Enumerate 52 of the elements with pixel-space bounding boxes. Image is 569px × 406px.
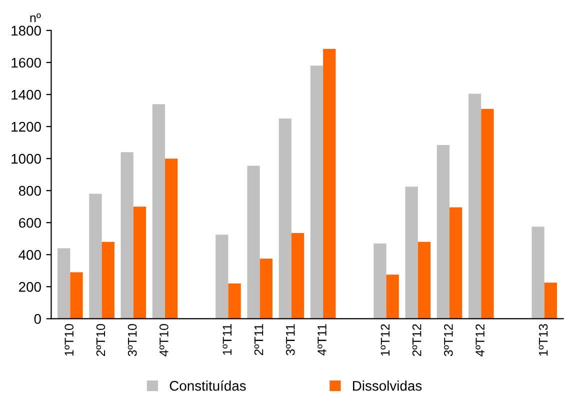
bar [450,207,462,319]
bar [89,194,102,319]
bar [481,108,494,319]
x-tick-label: 1ºT10 [64,324,74,356]
bar [436,144,450,319]
bar [165,158,178,319]
bar [405,186,418,319]
legend-label: Dissolvidas [353,380,422,391]
y-tick-label: 800 [18,186,41,196]
bar [532,226,544,319]
bar [260,258,272,319]
x-tick-label: 2ºT10 [96,324,106,356]
bar [386,274,399,319]
y-tick-label: 1400 [12,90,41,100]
x-tick-label: 2ºT12 [412,324,422,356]
y-tick-label: 1600 [12,58,41,68]
x-tick-label: 3ºT11 [286,324,295,356]
bar [468,94,482,319]
x-tick-label: 4ºT10 [160,324,168,356]
bar [247,166,260,319]
bar [58,248,70,319]
y-axis-title: nº [30,13,41,22]
legend-label: Constituídas [170,380,246,391]
bar [133,206,146,319]
x-tick-label: 3ºT10 [128,324,137,356]
bar [544,282,557,319]
x-tick-label: 1ºT12 [380,324,390,356]
y-tick-label: 600 [19,218,41,228]
y-tick-label: 0 [34,314,41,324]
bar [374,243,386,319]
bar [152,104,166,319]
bar [291,233,304,319]
y-tick-label: 1800 [12,26,41,36]
bar [70,272,83,319]
bar [228,283,241,319]
bar [120,152,134,319]
x-tick-label: 4ºT11 [318,324,326,356]
bar [418,242,431,319]
y-tick-label: 200 [19,282,41,292]
bar [310,66,324,319]
bar [216,234,228,319]
x-tick-label: 1ºT13 [538,324,548,356]
x-tick-label: 2ºT11 [254,324,264,356]
x-tick-label: 3ºT12 [444,324,453,356]
y-tick-label: 1200 [12,122,41,132]
bar [102,242,114,319]
bar [323,48,336,319]
x-tick-label: 1ºT11 [222,324,232,355]
x-tick-label: 4ºT12 [476,324,484,356]
y-tick-label: 1000 [12,154,41,164]
y-tick-label: 400 [18,250,41,260]
bar [278,118,292,319]
